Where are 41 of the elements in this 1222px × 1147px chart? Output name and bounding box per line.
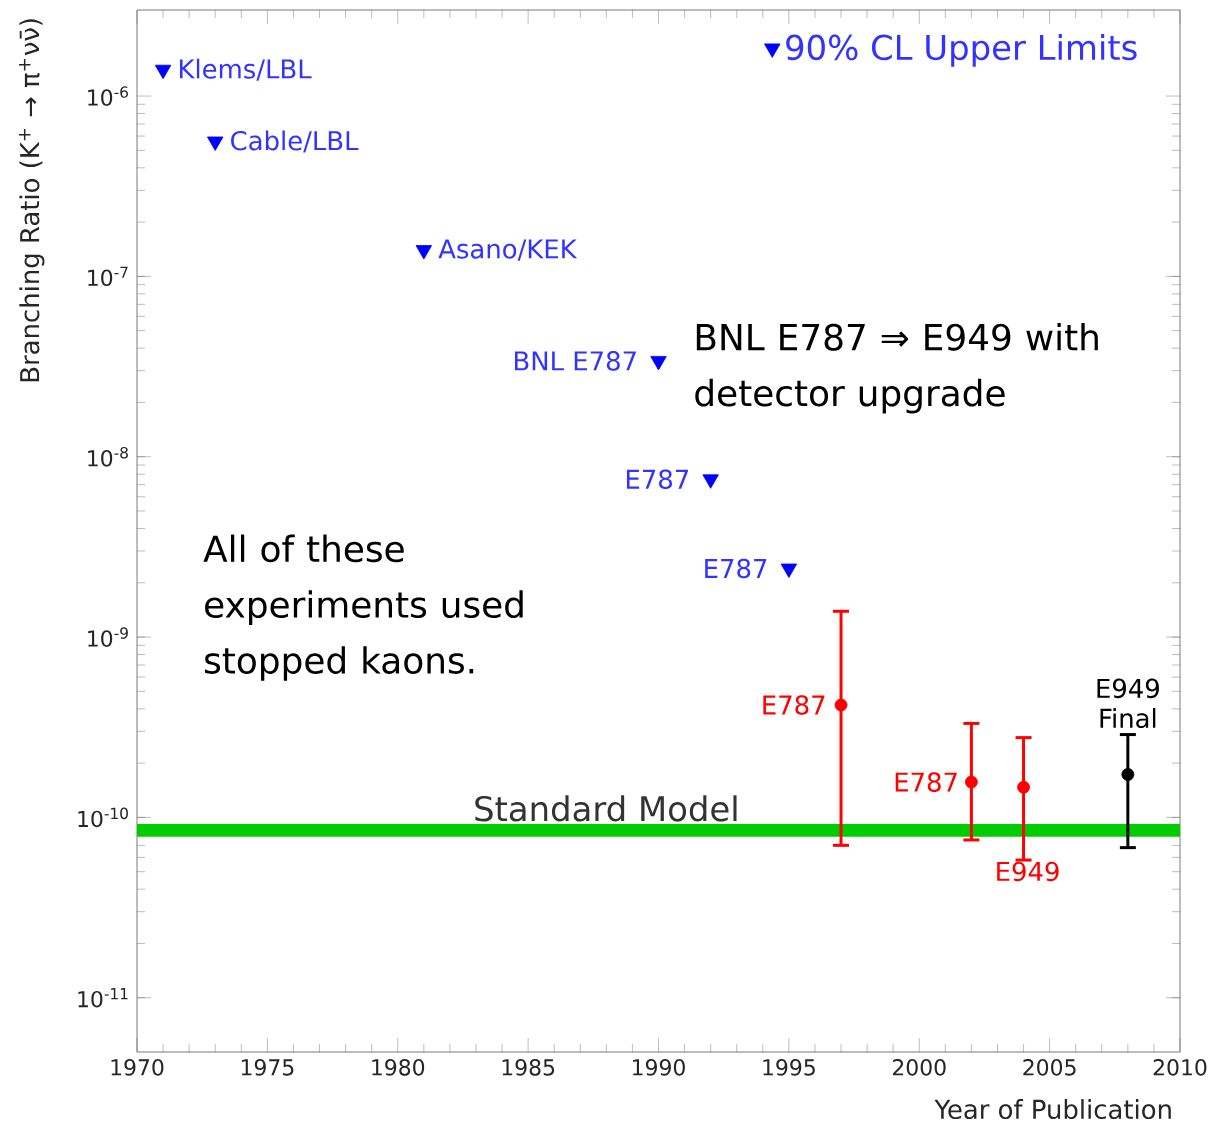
band-label: Standard Model bbox=[475, 795, 737, 822]
y-tick-label: 10$^{-9}$ bbox=[88, 627, 128, 647]
x-tick-label: 2000 bbox=[892, 1059, 946, 1076]
point bbox=[415, 245, 433, 260]
annotation: E787 bbox=[895, 772, 957, 792]
x-tick-label: 1990 bbox=[633, 1059, 685, 1076]
point bbox=[1121, 768, 1135, 781]
annotation: BNL E787 bbox=[515, 351, 636, 371]
point bbox=[1017, 780, 1030, 794]
y-axis-title: Branching Ratio (K$^{+}$ → π$^{+}$νν̄) bbox=[19, 19, 45, 382]
x-tick-label: 1980 bbox=[372, 1059, 425, 1076]
annotation: Klems/LBL bbox=[180, 58, 312, 81]
y-tick-label: 10$^{-6}$ bbox=[88, 86, 128, 106]
point bbox=[154, 64, 172, 80]
annotation: E949 Final bbox=[1097, 678, 1159, 729]
y-tick-label: 10$^{-10}$ bbox=[78, 807, 128, 828]
point bbox=[207, 136, 224, 151]
y-tick-label: 10$^{-8}$ bbox=[88, 446, 128, 467]
point bbox=[965, 775, 978, 789]
annotation: Asano/KEK bbox=[438, 239, 578, 261]
legend-label: 90% CL Upper Limits bbox=[786, 34, 1137, 67]
point bbox=[780, 563, 798, 578]
x-tick-label: 2010 bbox=[1153, 1059, 1207, 1076]
point bbox=[650, 355, 667, 371]
annotation: E787 bbox=[626, 469, 689, 490]
x-tick-label: 1985 bbox=[502, 1059, 555, 1076]
x-tick-label: 1975 bbox=[241, 1059, 294, 1076]
point bbox=[834, 698, 848, 712]
annotation: E949 bbox=[997, 861, 1059, 882]
x-tick-label: 1995 bbox=[763, 1059, 815, 1076]
annotation: All of these experiments used stopped kaons. bbox=[203, 534, 523, 681]
y-tick-label: 10$^{-7}$ bbox=[88, 266, 128, 287]
point bbox=[702, 474, 719, 489]
x-tick-label: 1970 bbox=[111, 1059, 164, 1076]
x-tick-label: 2005 bbox=[1023, 1059, 1076, 1076]
annotation: Cable/LBL bbox=[231, 130, 359, 153]
y-tick-label: 10$^{-11}$ bbox=[78, 988, 128, 1008]
x-axis-title: Year of Publication bbox=[934, 1099, 1171, 1120]
annotation: E787 bbox=[705, 558, 767, 579]
annotation: E787 bbox=[763, 695, 825, 715]
annotation: BNL E787 ⇒ E949 with detector upgrade bbox=[695, 323, 1098, 414]
